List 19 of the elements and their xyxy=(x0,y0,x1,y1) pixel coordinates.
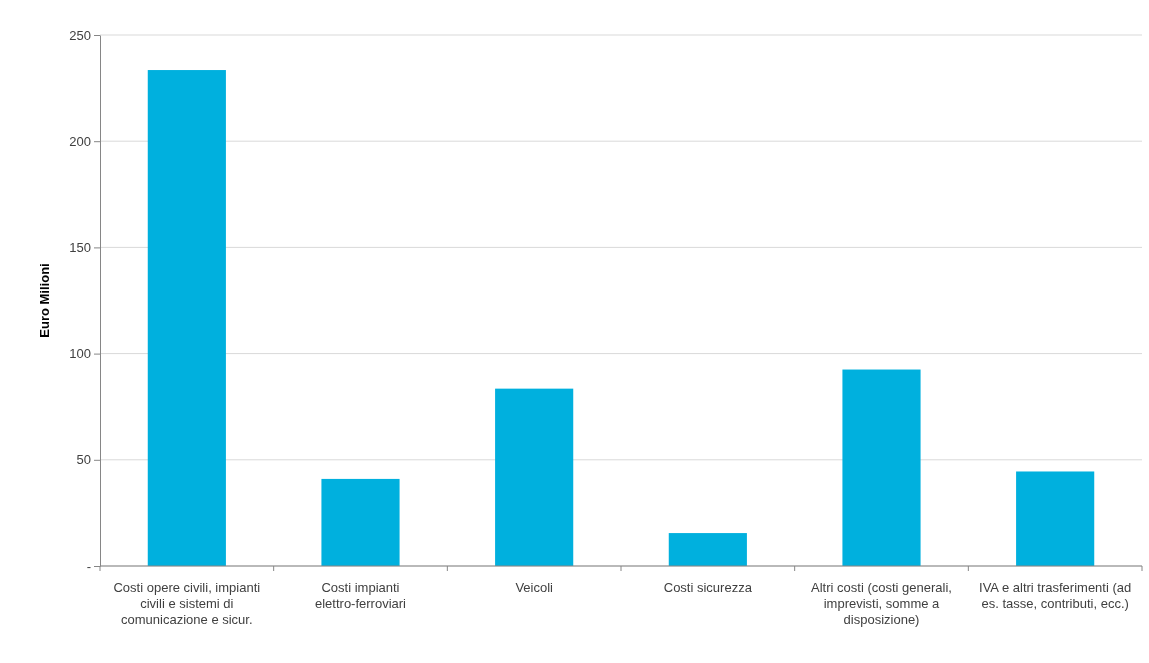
x-tick-label: Altri costi (costi generali, imprevisti, somme a disposizione) xyxy=(811,580,952,627)
y-tick-label: - xyxy=(86,558,91,574)
x-tick-label: IVA e altri trasferimenti (ad es. tasse, contributi, ecc.) xyxy=(979,580,1132,611)
y-tick-label: 250 xyxy=(69,27,91,43)
bar xyxy=(668,533,747,566)
y-axis-title: Euro Milioni xyxy=(37,263,52,338)
x-tick-label: Veicoli xyxy=(515,580,554,595)
y-tick-label: 50 xyxy=(76,452,91,468)
bar xyxy=(495,388,574,566)
bar xyxy=(321,478,400,566)
y-tick-label: 100 xyxy=(69,346,91,362)
bar xyxy=(842,369,921,566)
y-tick-label: 150 xyxy=(69,240,91,256)
bar xyxy=(147,70,226,566)
x-tick-label: Costi impianti elettro-ferroviari xyxy=(314,580,407,611)
bar xyxy=(1016,471,1095,566)
y-tick-label: 200 xyxy=(69,133,91,149)
x-tick-label: Costi sicurezza xyxy=(663,580,753,595)
x-tick-label: Costi opere civili, impianti civili e sistemi di comunicazione e sicur. xyxy=(113,580,261,627)
